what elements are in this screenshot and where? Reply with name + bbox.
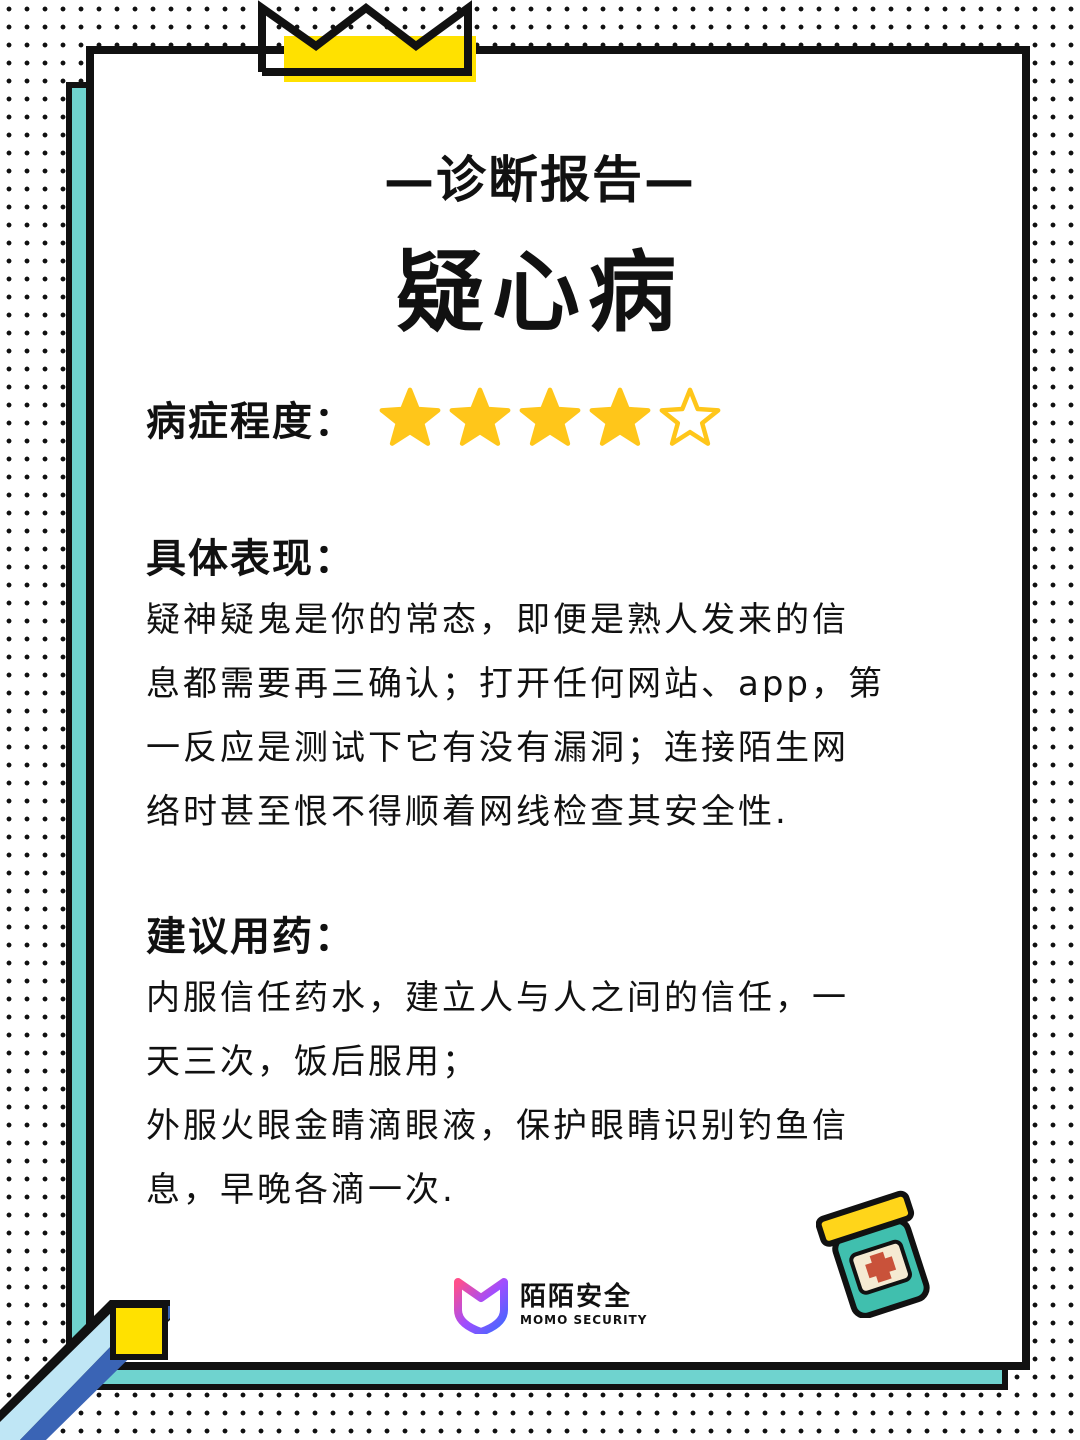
- symptoms-body: 疑神疑鬼是你的常态，即便是熟人发来的信 息都需要再三确认；打开任何网站、app，…: [146, 588, 1006, 844]
- symptoms-line: 一反应是测试下它有没有漏洞；连接陌生网: [146, 728, 849, 768]
- severity-label: 病症程度：: [146, 399, 356, 445]
- severity-stars: [378, 386, 722, 450]
- momo-shield-logo-icon: [454, 1278, 508, 1334]
- page-title: 疑心病: [395, 241, 684, 344]
- severity-row: 病症程度：: [146, 386, 722, 450]
- logo-name-en: MOMO SECURITY: [520, 1313, 648, 1327]
- star-filled-icon: [588, 386, 652, 450]
- medicine-jar-icon: [816, 1190, 930, 1318]
- star-filled-icon: [448, 386, 512, 450]
- medicine-body: 内服信任药水，建立人与人之间的信任，一 天三次，饭后服用； 外服火眼金睛滴眼液，…: [146, 966, 1006, 1222]
- logo-name-cn: 陌陌安全: [520, 1282, 633, 1312]
- medicine-line: 外服火眼金睛滴眼液，保护眼睛识别钓鱼信: [146, 1106, 849, 1146]
- star-filled-icon: [518, 386, 582, 450]
- star-filled-icon: [378, 386, 442, 450]
- symptoms-section: 具体表现： 疑神疑鬼是你的常态，即便是熟人发来的信 息都需要再三确认；打开任何网…: [146, 526, 1006, 844]
- symptoms-title: 具体表现：: [146, 536, 356, 582]
- medicine-line: 息，早晚各滴一次.: [146, 1170, 456, 1210]
- symptoms-line: 疑神疑鬼是你的常态，即便是熟人发来的信: [146, 600, 849, 640]
- symptoms-line: 息都需要再三确认；打开任何网站、app，第: [146, 664, 885, 704]
- crown-icon: [258, 0, 476, 82]
- medicine-line: 内服信任药水，建立人与人之间的信任，一: [146, 978, 849, 1018]
- medicine-line: 天三次，饭后服用；: [146, 1042, 479, 1082]
- medicine-title: 建议用药：: [146, 914, 356, 960]
- report-card: [86, 46, 1030, 1370]
- medicine-section: 建议用药： 内服信任药水，建立人与人之间的信任，一 天三次，饭后服用； 外服火眼…: [146, 904, 1006, 1222]
- brand-logo: 陌陌安全 MOMO SECURITY: [452, 1276, 647, 1334]
- corner-square: [110, 1302, 168, 1360]
- star-empty-icon: [658, 386, 722, 450]
- report-subtitle: —诊断报告—: [384, 151, 696, 209]
- symptoms-line: 络时甚至恨不得顺着网线检查其安全性.: [146, 792, 789, 832]
